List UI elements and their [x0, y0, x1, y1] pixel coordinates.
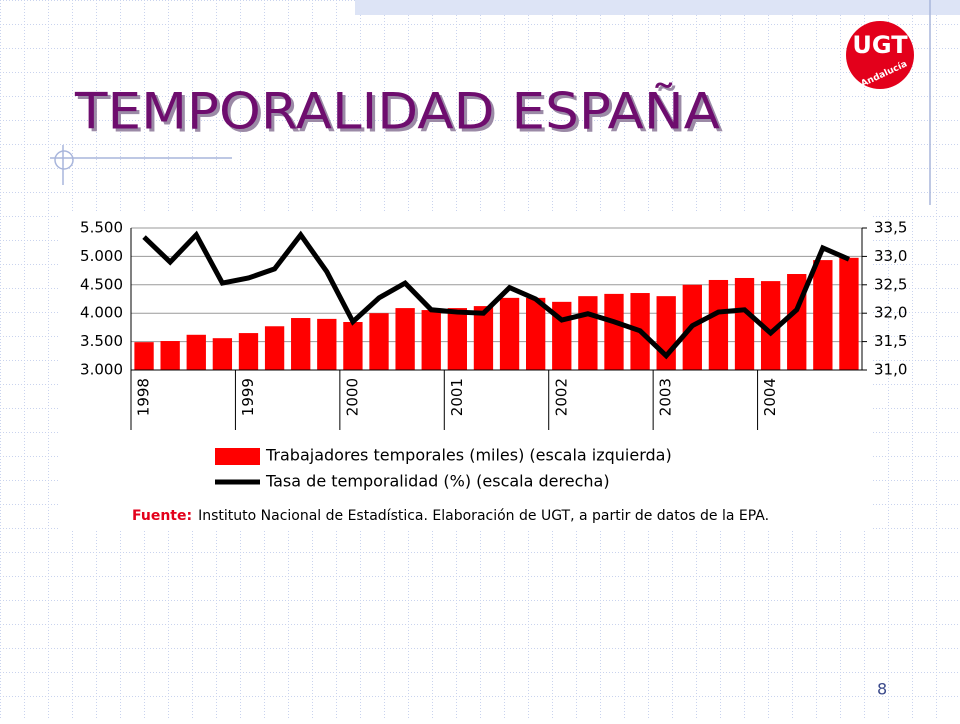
y2-tick-label: 33,5	[874, 219, 907, 237]
x-tick-label: 2003	[657, 378, 675, 416]
bar	[317, 318, 337, 370]
chart-panel	[60, 212, 872, 530]
bar	[578, 296, 598, 370]
bar	[291, 318, 311, 370]
bar	[839, 257, 859, 370]
y2-tick-label: 32,0	[874, 304, 907, 322]
bar	[369, 313, 389, 370]
logo-text: UGT	[852, 31, 908, 59]
bar	[421, 310, 441, 370]
legend-swatch	[215, 448, 260, 465]
bar	[264, 326, 285, 370]
y2-tick-label: 31,0	[874, 361, 907, 379]
top-band	[355, 0, 960, 15]
chart: 3.000 3.500 4.000 4.500 5.000 5.500 31,0 31,5 32…	[80, 219, 907, 525]
x-tick-label: 2001	[448, 378, 466, 416]
bar	[212, 338, 233, 370]
source: Fuente: Instituto Nacional de Estadística…	[132, 508, 769, 524]
bar	[813, 260, 833, 370]
bar	[734, 277, 755, 370]
bar	[186, 334, 206, 370]
bar	[604, 293, 624, 370]
bar	[526, 297, 546, 370]
line	[142, 230, 850, 360]
bar	[343, 322, 363, 370]
bar	[499, 297, 520, 370]
y-tick-label: 5.500	[80, 219, 123, 237]
y2-tick-label: 32,5	[874, 275, 907, 293]
bar	[708, 279, 729, 370]
bar	[447, 308, 467, 370]
legend-label: Trabajadores temporales (miles) (escala …	[265, 446, 672, 465]
deco-circle	[54, 150, 74, 170]
bar	[238, 333, 259, 370]
bar	[760, 281, 781, 370]
title-shadow: TEMPORALIDAD ESPAÑA	[77, 86, 723, 144]
y-tick-label: 4.500	[80, 275, 123, 293]
bar	[134, 342, 154, 370]
y-tick-label: 3.500	[80, 332, 123, 350]
bar	[160, 341, 180, 370]
y-tick-label: 3.000	[80, 361, 123, 379]
y-tick-label: 5.000	[80, 247, 123, 265]
x-tick-label: 2004	[761, 378, 779, 416]
source-label: Fuente:	[132, 508, 192, 524]
y2-tick-label: 33,0	[874, 247, 907, 265]
y-tick-label: 4.000	[80, 304, 123, 322]
x-tick-label: 1998	[135, 378, 153, 416]
bar	[395, 308, 415, 370]
source-text: Instituto Nacional de Estadística. Elabo…	[198, 508, 769, 524]
page-number: 8	[877, 680, 887, 699]
bar	[473, 306, 494, 370]
slide-title: TEMPORALIDAD ESPAÑA	[74, 83, 720, 141]
x-tick-label: 2002	[552, 378, 570, 416]
x-tick-label: 2000	[343, 378, 361, 416]
legend-label: Tasa de temporalidad (%) (escala derecha…	[265, 472, 610, 491]
logo	[846, 21, 914, 89]
x-tick-label: 1999	[239, 378, 257, 416]
y2-tick-label: 31,5	[874, 332, 907, 350]
